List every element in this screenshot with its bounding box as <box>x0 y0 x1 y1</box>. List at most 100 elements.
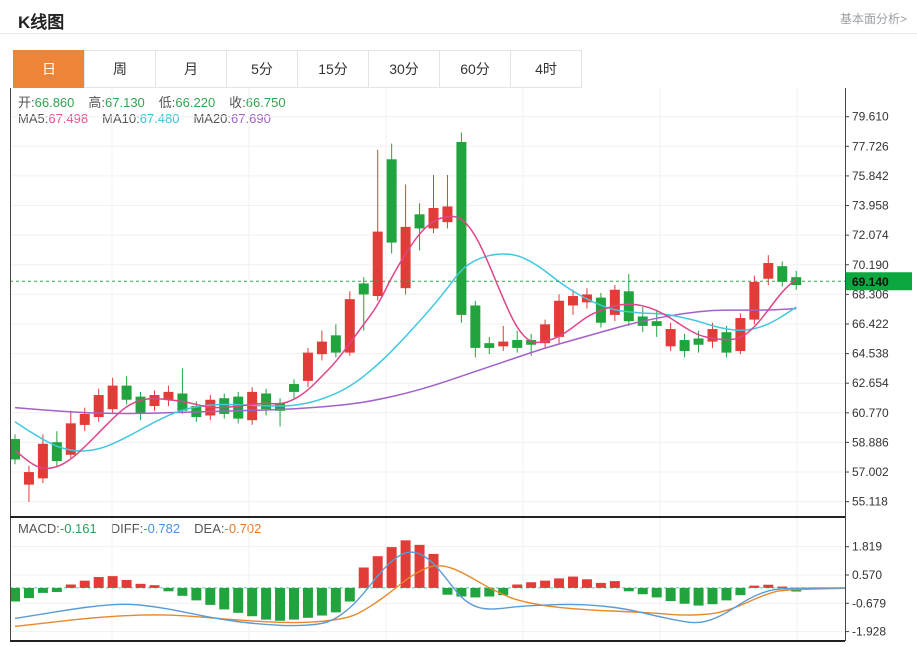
candle-body <box>163 391 174 400</box>
candle-body <box>219 398 230 414</box>
macd-bar <box>637 587 648 595</box>
candle-body <box>400 226 411 289</box>
ma20-line <box>14 307 797 415</box>
macd-bar <box>470 587 481 598</box>
macd-bar <box>414 544 425 588</box>
macd-bar <box>330 587 341 613</box>
axis-label: -1.928 <box>852 625 886 639</box>
macd-bar <box>526 582 537 588</box>
tab-周[interactable]: 周 <box>84 50 156 88</box>
axis-label: 66.422 <box>852 317 889 331</box>
macd-bar <box>651 587 662 598</box>
candle-body <box>135 396 146 414</box>
interval-tab-bar: 日周月 5分 15分 30分 60分 4时 <box>13 50 582 88</box>
candle-body <box>609 289 620 315</box>
axis-label: 58.886 <box>852 435 889 449</box>
macd-bar <box>456 587 467 597</box>
ohlc-label: 开: <box>18 95 35 110</box>
axis-label: 57.002 <box>852 465 889 479</box>
axis-label: 55.118 <box>852 495 888 509</box>
ma10-line <box>14 253 797 452</box>
macd-bar <box>568 576 578 588</box>
fundamental-analysis-link[interactable]: 基本面分析> <box>839 12 907 26</box>
candle-body <box>721 332 732 353</box>
candle-body <box>10 439 20 460</box>
macd-bar <box>428 553 439 588</box>
tab-5分[interactable]: 5分 <box>226 50 298 88</box>
candle-body <box>679 340 690 352</box>
candle-body <box>540 324 551 344</box>
candle-body <box>484 343 495 348</box>
current-price-label: 69.140 <box>852 275 889 289</box>
ma-row: MA5:67.498 MA10:67.480 MA20:67.690 <box>18 111 285 126</box>
candle-body <box>107 385 118 410</box>
candle-body <box>261 393 272 410</box>
macd-bar <box>763 584 774 588</box>
candle-body <box>233 396 244 419</box>
candle-body <box>568 296 578 306</box>
tab-15分[interactable]: 15分 <box>297 50 369 88</box>
macd-bar <box>93 577 104 588</box>
tab-月[interactable]: 月 <box>155 50 227 88</box>
ma-label: MA20: <box>193 111 232 126</box>
candle-body <box>65 423 76 455</box>
kline-chart-svg[interactable]: 79.610 77.726 75.842 73.958 72.074 70.190 68.3… <box>0 88 917 647</box>
macd-bar <box>121 579 132 588</box>
macd-bar <box>316 587 327 616</box>
macd-bar <box>707 587 718 605</box>
macd-bar <box>554 578 565 588</box>
axis-label: 60.770 <box>852 406 889 420</box>
macd-bar <box>302 587 313 618</box>
macd-bar <box>289 587 299 620</box>
macd-bar <box>191 587 202 601</box>
ohlc-value: 67.130 <box>105 95 145 110</box>
macd-value: -0.161 <box>59 521 97 536</box>
candle-body <box>330 335 341 353</box>
candle-body <box>763 263 774 279</box>
macd-bar <box>23 587 34 599</box>
candle-body <box>149 395 160 407</box>
candle-body <box>79 413 90 425</box>
macd-bar <box>205 587 216 605</box>
macd-bar <box>595 582 606 588</box>
ohlc-row: 开:66.860 高:67.130 低:66.220 收:66.750 <box>18 92 300 111</box>
ma-label: MA5: <box>18 111 49 126</box>
macd-bar <box>693 587 704 606</box>
candle-body <box>247 391 258 421</box>
macd-bar <box>233 587 244 613</box>
macd-bar <box>679 587 690 604</box>
tab-4时[interactable]: 4时 <box>510 50 582 88</box>
tab-60分[interactable]: 60分 <box>439 50 511 88</box>
macd-bar <box>358 567 369 588</box>
macd-bar <box>275 587 286 621</box>
candle-body <box>651 321 662 326</box>
candle-body <box>526 340 537 345</box>
macd-bar <box>247 587 258 617</box>
candle-body <box>23 472 34 485</box>
candle-body <box>442 206 453 223</box>
macd-bar <box>51 587 62 592</box>
macd-bar <box>163 587 174 592</box>
axis-label: 0.570 <box>852 568 882 582</box>
candle-body <box>93 395 104 418</box>
candle-body <box>749 281 760 320</box>
candle-body <box>302 352 313 381</box>
axis-label: 70.190 <box>852 258 889 272</box>
tab-30分[interactable]: 30分 <box>368 50 440 88</box>
candle-body <box>316 341 327 355</box>
ohlc-label: 高: <box>88 95 106 110</box>
axis-label: 68.306 <box>852 287 889 301</box>
candle-body <box>358 283 369 295</box>
axis-label: 64.538 <box>852 347 889 361</box>
macd-bar <box>79 580 90 588</box>
page-title: K线图 <box>18 13 65 32</box>
ma5-line <box>14 215 797 470</box>
macd-bar <box>665 587 676 602</box>
tab-日[interactable]: 日 <box>13 50 85 88</box>
macd-bar <box>581 579 592 588</box>
candle-body <box>512 340 523 348</box>
macd-bar <box>37 587 48 593</box>
macd-label: DEA: <box>194 521 225 536</box>
candle-body <box>456 142 467 315</box>
axis-label: 73.958 <box>852 199 889 213</box>
